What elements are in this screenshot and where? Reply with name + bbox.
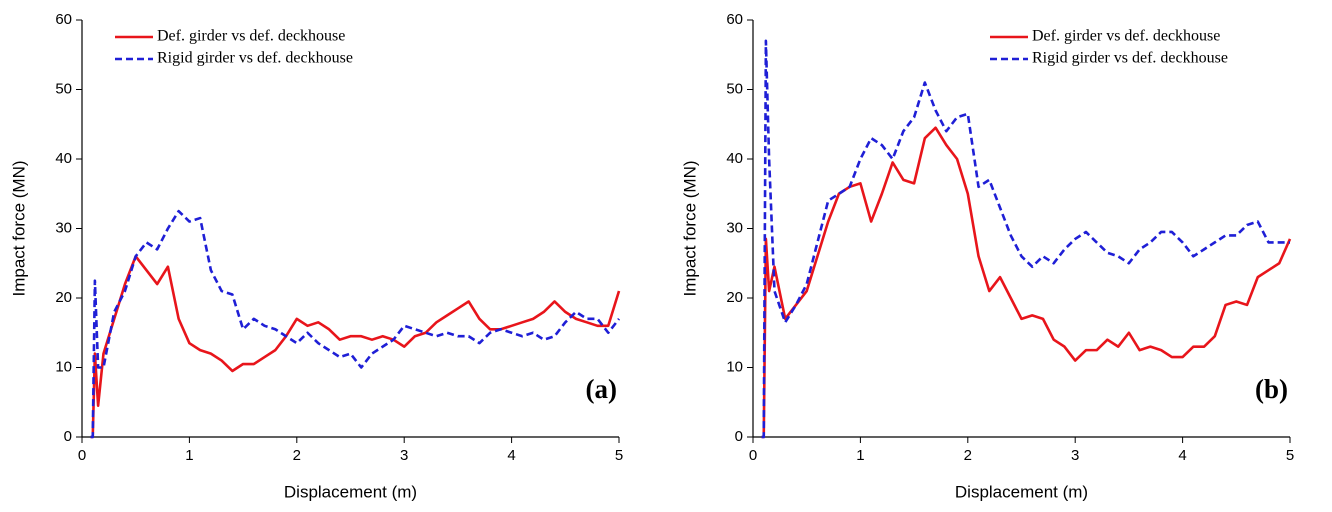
x-tick-label: 5 (615, 447, 623, 464)
y-tick-label: 10 (55, 358, 72, 375)
x-tick-label: 2 (293, 447, 301, 464)
y-axis-title: Impact force (MN) (680, 160, 699, 296)
legend-label: Rigid girder vs def. deckhouse (157, 50, 353, 67)
y-tick-label: 30 (726, 219, 743, 236)
x-tick-label: 5 (1286, 447, 1294, 464)
panel-label: (b) (1255, 374, 1288, 404)
y-tick-label: 0 (735, 428, 743, 445)
series-line (761, 126, 1292, 439)
legend-label: Def. girder vs def. deckhouse (1032, 28, 1220, 45)
y-tick-label: 60 (726, 11, 743, 28)
y-tick-label: 50 (55, 80, 72, 97)
x-tick-label: 2 (964, 447, 972, 464)
x-tick-label: 0 (78, 447, 86, 464)
y-tick-label: 40 (726, 150, 743, 167)
x-axis-title: Displacement (m) (284, 482, 417, 501)
y-tick-label: 0 (64, 428, 72, 445)
legend-label: Rigid girder vs def. deckhouse (1032, 50, 1228, 67)
x-tick-label: 4 (1178, 447, 1186, 464)
y-tick-label: 20 (55, 289, 72, 306)
legend-label: Def. girder vs def. deckhouse (157, 28, 345, 45)
y-tick-label: 40 (55, 150, 72, 167)
series-line (761, 39, 1290, 439)
y-tick-label: 20 (726, 289, 743, 306)
x-axis-title: Displacement (m) (955, 482, 1088, 501)
x-tick-label: 0 (749, 447, 757, 464)
x-tick-label: 3 (1071, 447, 1079, 464)
x-tick-label: 1 (856, 447, 864, 464)
y-axis-title: Impact force (MN) (9, 160, 28, 296)
y-tick-label: 10 (726, 358, 743, 375)
y-tick-label: 60 (55, 11, 72, 28)
y-tick-label: 50 (726, 80, 743, 97)
series-line (90, 209, 621, 439)
y-tick-label: 30 (55, 219, 72, 236)
series-line (90, 255, 621, 439)
x-tick-label: 4 (507, 447, 515, 464)
panel-label: (a) (586, 374, 617, 404)
x-tick-label: 3 (400, 447, 408, 464)
x-tick-label: 1 (185, 447, 193, 464)
